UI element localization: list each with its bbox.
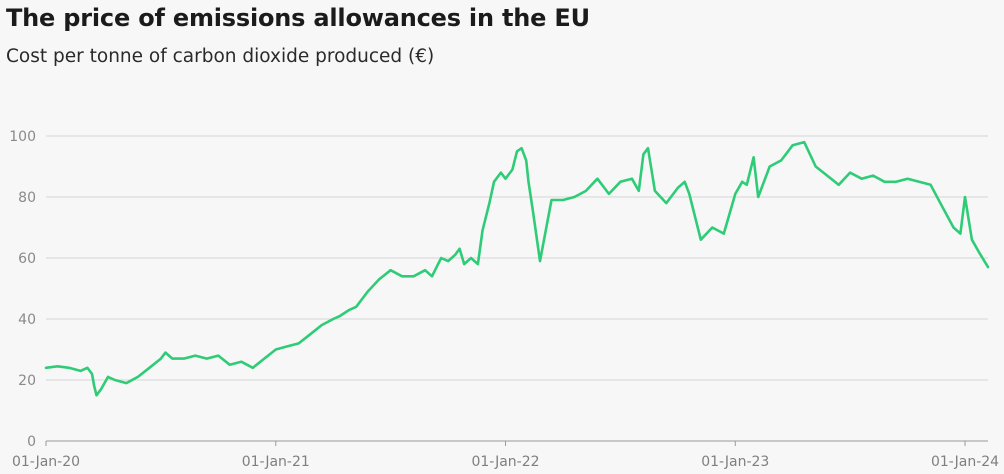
y-tick-label: 80 — [18, 190, 36, 206]
chart-title: The price of emissions allowances in the… — [6, 4, 590, 32]
price-series-line — [44, 140, 990, 397]
x-tick-label: 01-Jan-20 — [12, 454, 80, 470]
x-tick-label: 01-Jan-24 — [931, 454, 999, 470]
x-tick-label: 01-Jan-22 — [471, 454, 539, 470]
y-tick-label: 40 — [18, 312, 36, 328]
y-tick-label: 100 — [9, 129, 36, 145]
x-tick-label: 01-Jan-21 — [242, 454, 310, 470]
y-tick-label: 20 — [18, 373, 36, 389]
y-tick-label: 0 — [27, 434, 36, 450]
chart-subtitle: Cost per tonne of carbon dioxide produce… — [6, 46, 435, 67]
x-tick-label: 01-Jan-23 — [701, 454, 769, 470]
y-tick-label: 60 — [18, 251, 36, 267]
